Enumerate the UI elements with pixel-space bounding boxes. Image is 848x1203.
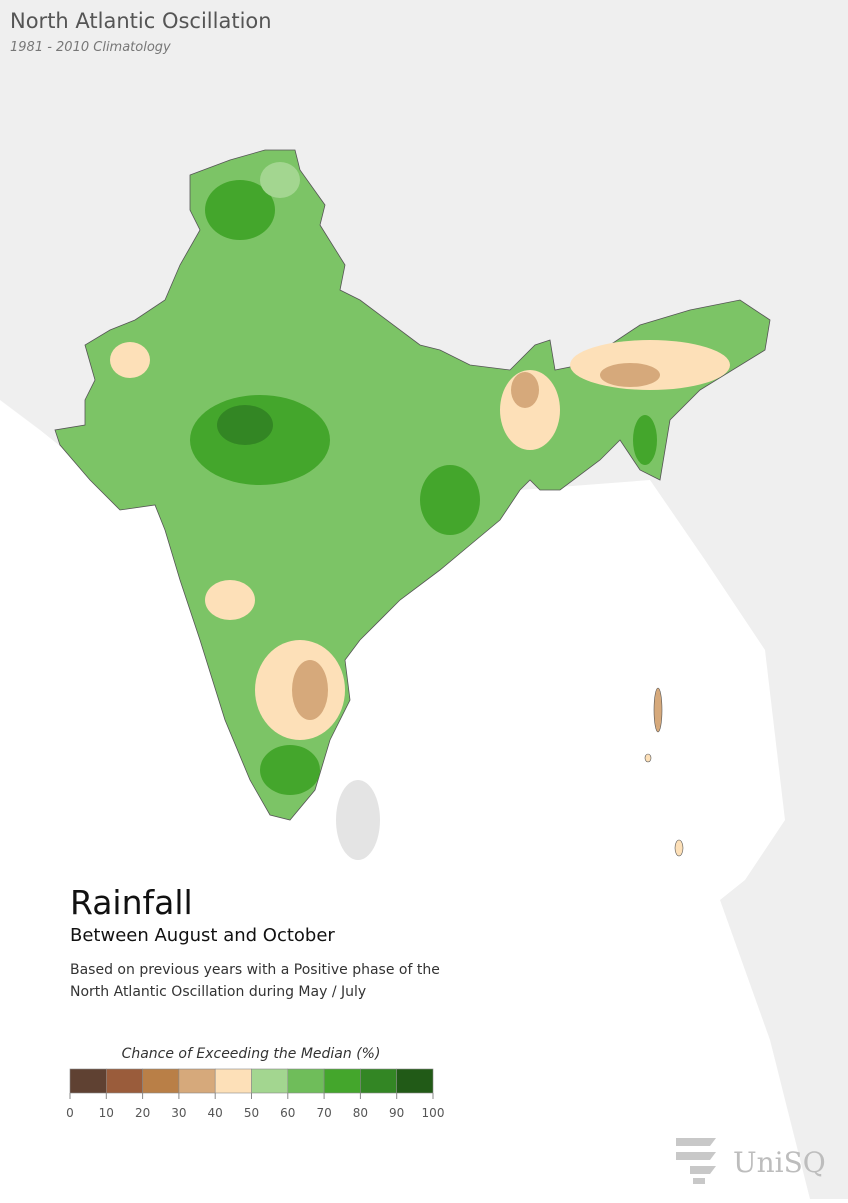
patch: [217, 405, 273, 445]
legend-tick-label: 20: [135, 1106, 150, 1120]
patch: [420, 465, 480, 535]
legend-title: Chance of Exceeding the Median (%): [122, 1046, 381, 1062]
islands: [644, 687, 684, 857]
legend-tick-label: 10: [99, 1106, 114, 1120]
legend: 0 10 20 30 40 50 60 70 80 90 100: [66, 1068, 445, 1120]
legend-tick-label: 70: [316, 1106, 331, 1120]
legend-swatch: [142, 1068, 180, 1094]
panel-subtitle: Between August and October: [70, 925, 335, 946]
logo-text: UniSQ: [733, 1146, 826, 1179]
patch: [511, 372, 539, 408]
legend-tick-label: 60: [280, 1106, 295, 1120]
panel-title: Rainfall: [70, 883, 193, 922]
header-subtitle: 1981 - 2010 Climatology: [10, 40, 171, 55]
legend-tick-label: 80: [353, 1106, 368, 1120]
island: [653, 687, 663, 733]
rainfall-patches: [110, 162, 730, 795]
description-line: North Atlantic Oscillation during May / …: [70, 984, 366, 1000]
legend-tick-label: 50: [244, 1106, 259, 1120]
legend-swatch: [106, 1068, 143, 1094]
legend-swatch: [214, 1068, 252, 1094]
legend-tick-label: 40: [208, 1106, 223, 1120]
patch: [205, 580, 255, 620]
legend-tick-label: 30: [171, 1106, 186, 1120]
logo-mark: [676, 1138, 716, 1184]
description-line: Based on previous years with a Positive …: [70, 962, 440, 978]
patch: [205, 180, 275, 240]
legend-swatch: [69, 1068, 107, 1094]
patch: [292, 660, 328, 720]
legend-swatch: [396, 1068, 434, 1094]
legend-tick-label: 100: [422, 1106, 445, 1120]
legend-swatch: [251, 1068, 289, 1094]
legend-tick-label: 0: [66, 1106, 74, 1120]
legend-swatch: [360, 1068, 397, 1094]
sri-lanka: [336, 780, 380, 860]
island: [644, 753, 652, 763]
legend-swatch: [287, 1068, 325, 1094]
patch: [110, 342, 150, 378]
logo: UniSQ: [676, 1138, 826, 1184]
patch: [600, 363, 660, 387]
legend-tick-label: 90: [389, 1106, 404, 1120]
india: [54, 149, 771, 821]
patch: [260, 162, 300, 198]
legend-swatch: [178, 1068, 216, 1094]
island: [674, 839, 684, 857]
patch: [633, 415, 657, 465]
legend-swatch: [323, 1068, 361, 1094]
header-title: North Atlantic Oscillation: [10, 9, 272, 33]
patch: [260, 745, 320, 795]
